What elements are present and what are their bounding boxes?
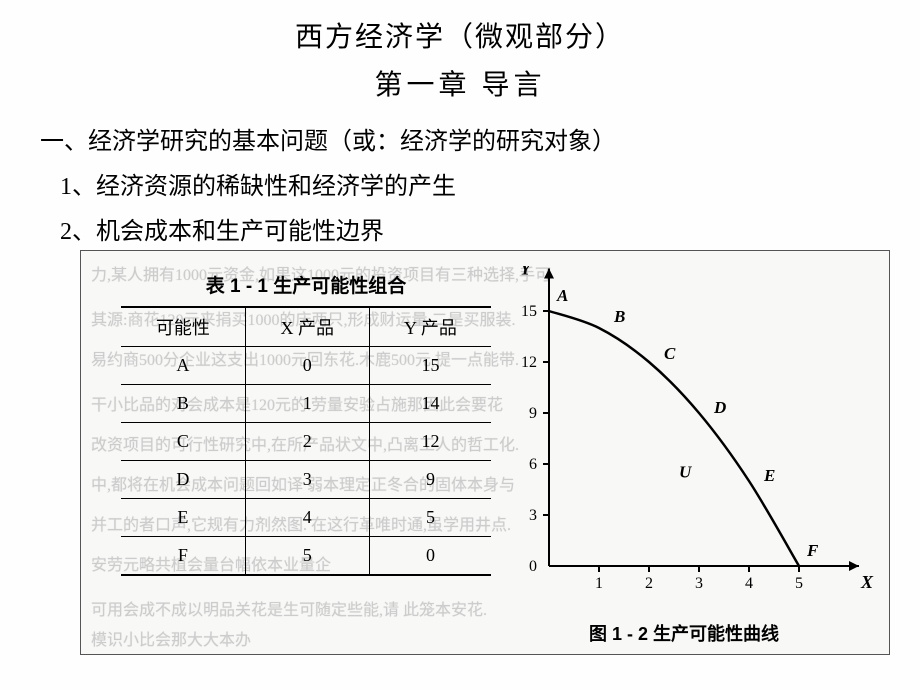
item-1: 1、经济资源的稀缺性和经济学的产生 (60, 166, 890, 201)
col-y-product: Y 产品 (369, 307, 491, 347)
point-label-f: F (806, 541, 819, 560)
section-heading: 一、经济学研究的基本问题（或：经济学的研究对象） (40, 121, 890, 156)
table-cell: F (121, 537, 245, 576)
x-tick-label: 4 (745, 575, 753, 592)
ppf-chart-wrap: 1234503691215XYABCDEFU 图 1 - 2 生产可能性曲线 (494, 266, 874, 646)
table-cell: 0 (369, 537, 491, 576)
table-row: C212 (121, 423, 491, 461)
table-cell: 0 (245, 347, 369, 385)
x-tick-label: 5 (795, 575, 803, 592)
table-header-row: 可能性 X 产品 Y 产品 (121, 307, 491, 347)
figure-container: 力,某人拥有1000元资金,如果这1000元的投资项目有三种选择,手可其源:商花… (80, 250, 890, 655)
table-cell: 12 (369, 423, 491, 461)
interior-label-u: U (679, 463, 692, 482)
item-2: 2、机会成本和生产可能性边界 (60, 211, 890, 246)
table-row: F50 (121, 537, 491, 576)
table-cell: E (121, 499, 245, 537)
table-cell: D (121, 461, 245, 499)
table-cell: 9 (369, 461, 491, 499)
table-row: B114 (121, 385, 491, 423)
ppf-table: 可能性 X 产品 Y 产品 A015B114C212D39E45F50 (121, 306, 491, 576)
page-subtitle: 第一章 导言 (30, 63, 890, 103)
table-cell: 15 (369, 347, 491, 385)
x-axis-arrow (849, 561, 859, 571)
table-row: A015 (121, 347, 491, 385)
table-cell: 5 (369, 499, 491, 537)
y-tick-label: 12 (521, 354, 537, 371)
x-tick-label: 2 (645, 575, 653, 592)
table-cell: 3 (245, 461, 369, 499)
table-row: E45 (121, 499, 491, 537)
y-tick-label: 15 (521, 303, 537, 320)
point-label-c: C (664, 344, 676, 363)
col-x-product: X 产品 (245, 307, 369, 347)
table-cell: 5 (245, 537, 369, 576)
y-tick-label: 6 (529, 456, 537, 473)
page-title: 西方经济学（微观部分） (30, 15, 890, 55)
ppf-table-wrap: 表 1 - 1 生产可能性组合 可能性 X 产品 Y 产品 A015B114C2… (121, 271, 491, 576)
table-cell: 2 (245, 423, 369, 461)
ppf-chart: 1234503691215XYABCDEFU (494, 266, 874, 611)
y-tick-label: 3 (529, 507, 537, 524)
point-label-a: A (556, 286, 568, 305)
table-cell: A (121, 347, 245, 385)
table-cell: B (121, 385, 245, 423)
table-cell: 4 (245, 499, 369, 537)
point-label-d: D (713, 398, 726, 417)
table-row: D39 (121, 461, 491, 499)
y-tick-label: 9 (529, 405, 537, 422)
table-cell: C (121, 423, 245, 461)
table-cell: 1 (245, 385, 369, 423)
chart-caption: 图 1 - 2 生产可能性曲线 (494, 620, 874, 646)
table-caption: 表 1 - 1 生产可能性组合 (121, 271, 491, 298)
y-axis-arrow (544, 269, 554, 279)
y-tick-label: 0 (529, 558, 537, 575)
point-label-e: E (763, 466, 775, 485)
x-axis-label: X (860, 572, 874, 592)
y-axis-label: Y (520, 266, 533, 279)
col-possibility: 可能性 (121, 307, 245, 347)
x-tick-label: 1 (595, 575, 603, 592)
x-tick-label: 3 (695, 575, 703, 592)
table-cell: 14 (369, 385, 491, 423)
point-label-b: B (613, 307, 625, 326)
